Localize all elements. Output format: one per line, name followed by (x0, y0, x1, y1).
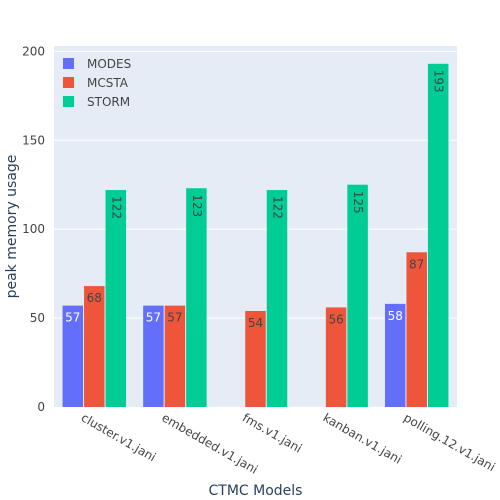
bar-label: 193 (432, 70, 446, 93)
bar-storm-embedded-v1-jani[interactable] (186, 188, 207, 407)
y-tick-label: 200 (22, 44, 45, 58)
bar-label: 68 (87, 291, 102, 305)
y-tick-labels: 0 50 100 150 200 (22, 44, 45, 414)
y-tick-label: 0 (37, 400, 45, 414)
bar-label: 123 (190, 194, 204, 217)
legend-label: MCSTA (87, 76, 129, 90)
bar-mcsta-fms-v1-jani[interactable] (245, 310, 266, 407)
bar-storm-kanban-v1-jani[interactable] (347, 184, 368, 407)
legend-item-storm[interactable]: STORM (63, 95, 130, 109)
bar-mcsta-polling-12-v1-jani[interactable] (406, 252, 427, 407)
bar-storm-fms-v1-jani[interactable] (266, 190, 288, 407)
bar-label: 54 (248, 316, 263, 330)
y-tick-label: 50 (30, 311, 45, 325)
x-tick-label: polling.12.v1.jani (401, 410, 497, 474)
legend-item-mcsta[interactable]: MCSTA (63, 76, 129, 90)
bar-mcsta-kanban-v1-jani[interactable] (325, 307, 347, 407)
y-tick-label: 100 (22, 222, 45, 236)
bar-label: 122 (109, 196, 123, 219)
y-tick-label: 150 (22, 133, 45, 147)
bar-label: 87 (409, 257, 424, 271)
legend[interactable]: MODES MCSTA STORM (63, 57, 131, 109)
legend-label: MODES (87, 57, 131, 71)
bar-label: 58 (388, 309, 403, 323)
bar-modes-polling-12-v1-jani[interactable] (384, 303, 406, 407)
x-tick-label: cluster.v1.jani (79, 410, 158, 464)
bar-label: 57 (65, 311, 80, 325)
legend-swatch (63, 77, 74, 88)
x-tick-labels: cluster.v1.jani embedded.v1.janifms.v1.ja… (79, 410, 498, 476)
bar-label: 122 (270, 196, 284, 219)
bar-storm-cluster-v1-jani[interactable] (105, 190, 127, 407)
x-tick-label: kanban.v1.jani (321, 410, 404, 466)
bars (62, 63, 449, 407)
legend-swatch (63, 96, 74, 107)
y-axis-title: peak memory usage (4, 155, 20, 299)
bar-modes-cluster-v1-jani[interactable] (62, 305, 84, 407)
bar-label: 57 (167, 311, 182, 325)
x-axis-title: CTMC Models (209, 483, 303, 499)
bar-label: 57 (146, 311, 161, 325)
bar-storm-polling-12-v1-jani[interactable] (427, 63, 449, 407)
x-tick-label: fms.v1.jani (240, 410, 304, 455)
bar-mcsta-embedded-v1-jani[interactable] (164, 305, 186, 407)
legend-label: STORM (87, 95, 130, 109)
bar-value-labels: 57 68 122 57 57 123 54 122 56 125 58 87 193 (65, 70, 446, 330)
bar-modes-embedded-v1-jani[interactable] (143, 305, 164, 407)
bar-label: 56 (328, 312, 343, 326)
bar-label: 125 (351, 191, 365, 214)
legend-item-modes[interactable]: MODES (63, 57, 131, 71)
legend-swatch (63, 58, 74, 69)
bar-mcsta-cluster-v1-jani[interactable] (84, 286, 105, 407)
